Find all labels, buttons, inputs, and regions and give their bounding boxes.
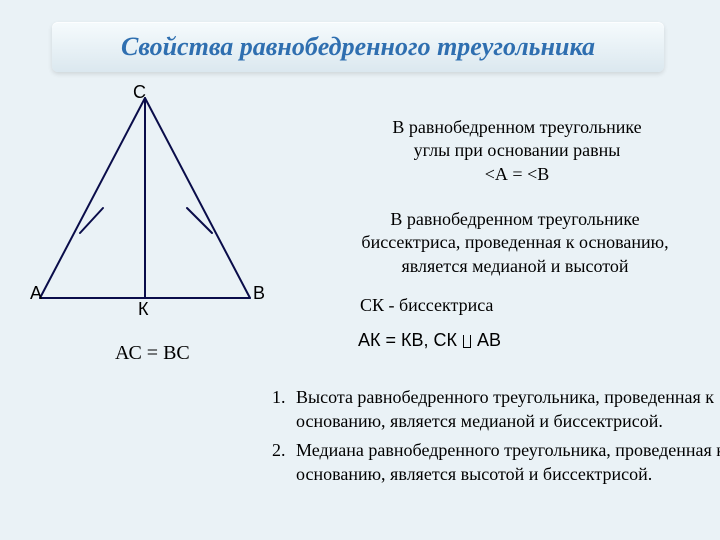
slide-title: Свойства равнобедренного треугольника xyxy=(121,32,595,62)
vertex-label-b: В xyxy=(253,283,265,304)
prop2-line2: биссектриса, проведенная к основанию, xyxy=(361,232,668,252)
prop1-line2: углы при основании равны xyxy=(414,140,621,160)
property-1-text: В равнобедренном треугольнике углы при о… xyxy=(352,116,682,186)
ak-after: АВ xyxy=(477,330,501,351)
vertex-label-a: А xyxy=(30,283,42,304)
perpendicular-icon xyxy=(463,335,471,348)
prop1-line3: <А = <В xyxy=(485,164,549,184)
vertex-label-c: С xyxy=(133,82,146,103)
prop2-line1: В равнобедренном треугольнике xyxy=(390,209,639,229)
ck-bisector-text: СК - биссектриса xyxy=(360,295,493,316)
ak-before: АК = КВ, СК xyxy=(358,330,457,351)
prop2-line3: является медианой и высотой xyxy=(401,256,628,276)
property-2-text: В равнобедренном треугольнике биссектрис… xyxy=(340,208,690,278)
ak-kb-perp-text: АК = КВ, СК АВ xyxy=(358,330,501,351)
vertex-label-k: К xyxy=(138,299,149,320)
properties-list: Высота равнобедренного треугольника, про… xyxy=(250,385,720,490)
triangle-figure: С А В К xyxy=(20,88,300,318)
prop1-line1: В равнобедренном треугольнике xyxy=(392,117,641,137)
list-item: Медиана равнобедренного треугольника, пр… xyxy=(290,438,720,487)
title-box: Свойства равнобедренного треугольника xyxy=(52,22,664,72)
list-item: Высота равнобедренного треугольника, про… xyxy=(290,385,720,434)
equation-ac-bc: АС = ВС xyxy=(115,342,190,365)
